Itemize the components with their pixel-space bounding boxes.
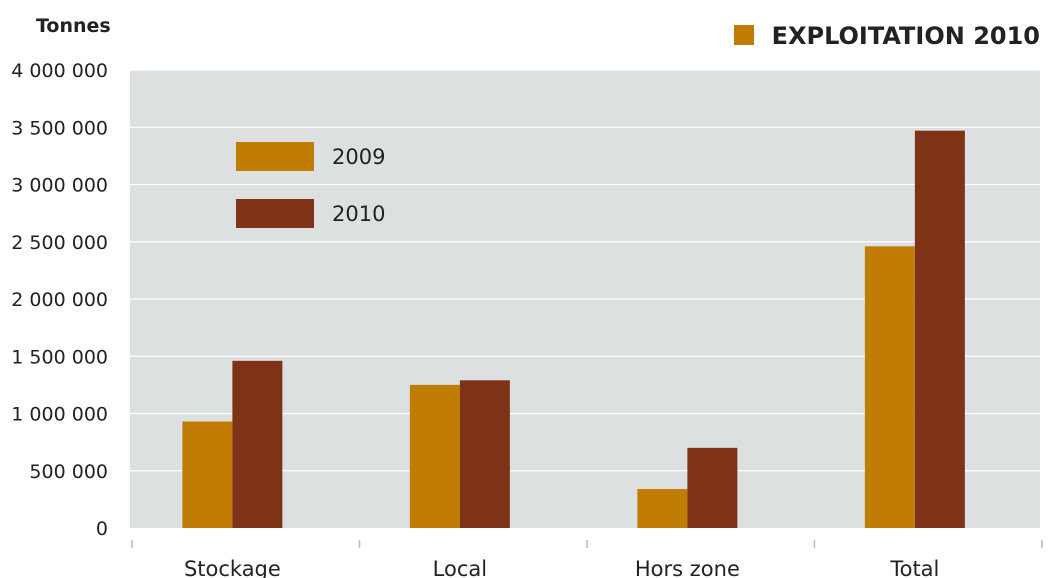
x-tick-label: Hors zone bbox=[635, 557, 740, 578]
y-tick-label: 1 500 000 bbox=[11, 346, 108, 368]
x-tick-label: Local bbox=[433, 557, 487, 578]
y-tick-label: 2 000 000 bbox=[11, 289, 108, 311]
bar-2009-local bbox=[409, 384, 460, 528]
bar-2010-total bbox=[914, 130, 965, 528]
bar-2010-local bbox=[459, 380, 510, 528]
y-tick-label: 3 500 000 bbox=[11, 117, 108, 139]
y-tick-label: 2 500 000 bbox=[11, 232, 108, 254]
legend-swatch-2009 bbox=[236, 142, 314, 171]
bar-2010-hors-zone bbox=[687, 447, 738, 528]
y-tick-label: 0 bbox=[96, 518, 108, 540]
bar-2009-hors-zone bbox=[637, 489, 688, 528]
title-marker-square bbox=[734, 25, 754, 45]
bar-2009-stockage bbox=[182, 421, 233, 528]
x-tick-label: Stockage bbox=[184, 557, 281, 578]
bar-2010-stockage bbox=[232, 360, 283, 528]
y-axis-label: Tonnes bbox=[36, 15, 111, 37]
chart-title: EXPLOITATION 2010 bbox=[772, 22, 1040, 50]
y-tick-label: 4 000 000 bbox=[11, 60, 108, 82]
legend-label: 2009 bbox=[332, 145, 385, 169]
y-tick-label: 1 000 000 bbox=[11, 404, 108, 426]
y-tick-label: 500 000 bbox=[29, 461, 108, 483]
bar-2009-total bbox=[864, 246, 915, 528]
y-tick-label: 3 000 000 bbox=[11, 175, 108, 197]
legend-label: 2010 bbox=[332, 202, 385, 226]
legend-swatch-2010 bbox=[236, 199, 314, 228]
x-tick-label: Total bbox=[889, 557, 939, 578]
